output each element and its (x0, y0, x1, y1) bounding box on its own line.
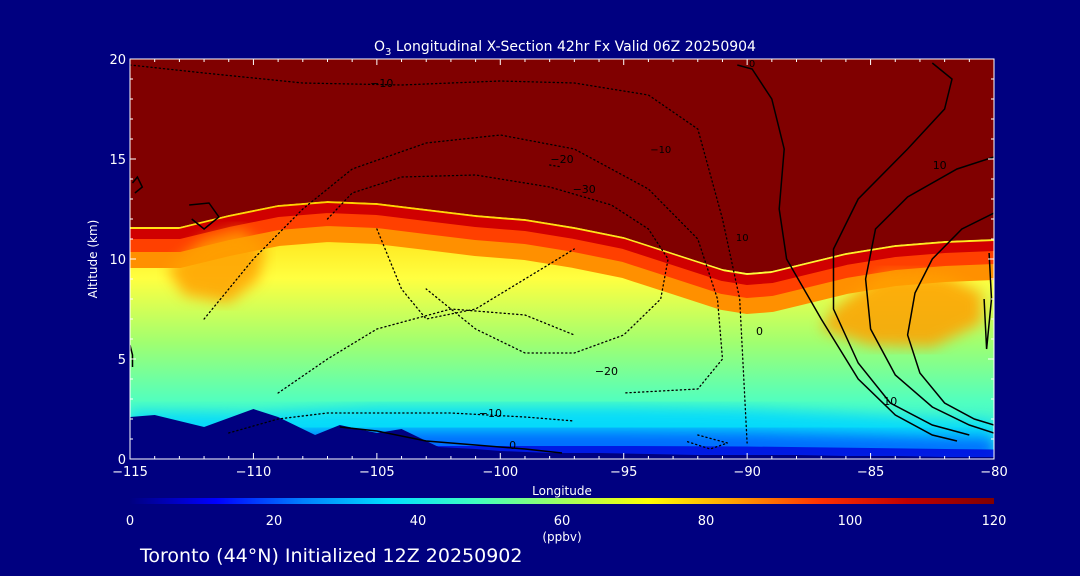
x-tick-label: −90 (733, 465, 760, 480)
contour-label: 0 (509, 439, 516, 452)
colorbar-tick-label: 60 (554, 514, 571, 529)
y-tick-label: 15 (109, 153, 126, 168)
terrain (130, 409, 994, 459)
y-tick-label: 0 (118, 453, 126, 468)
tropopause-bands (130, 202, 994, 315)
contour-label: 10 (933, 159, 947, 172)
high-ozone-patch (821, 273, 982, 347)
colorbar-unit: (ppbv) (542, 530, 581, 544)
colorbar-tick-label: 100 (838, 514, 863, 529)
colorbar-tick-label: 40 (410, 514, 427, 529)
contour-neg30 (326, 174, 669, 354)
y-axis-label: Altitude (km) (86, 220, 100, 299)
contour-loop (131, 175, 144, 194)
x-axis: −115 −110 −105 −100 −95 −90 −85 −80 (112, 59, 1008, 480)
colorbar (130, 498, 994, 504)
contour-lines: −10 −10 −20 −20 −30 0 0 10 10 −10 10 0 (130, 59, 994, 454)
contour-0 (339, 426, 563, 454)
contour-label: 0 (749, 59, 755, 70)
colorbar-tick-label: 0 (126, 514, 134, 529)
contour-label: 10 (736, 233, 749, 244)
x-tick-label: −115 (112, 465, 148, 480)
contour-label: −10 (650, 145, 671, 156)
contour-label: 0 (756, 325, 763, 338)
colorbar-tick-label: 80 (698, 514, 715, 529)
tropopause-band (130, 211, 994, 299)
x-tick-label: −100 (482, 465, 518, 480)
contour-neg20 (203, 134, 724, 394)
contour-label: −10 (370, 77, 393, 90)
contour-neg20 (277, 308, 575, 394)
contour-label: 10 (883, 395, 897, 408)
x-axis-label: Longitude (532, 484, 592, 498)
contour-loop (130, 344, 134, 367)
high-ozone-patch (167, 229, 266, 303)
contour-label: −20 (595, 365, 618, 378)
x-tick-label: −80 (980, 465, 1007, 480)
colorbar-tick-label: 20 (266, 514, 283, 529)
tropopause-band (130, 202, 994, 286)
contour-10 (864, 156, 994, 434)
x-tick-label: −95 (610, 465, 637, 480)
x-tick-label: −85 (857, 465, 884, 480)
plot-area: −10 −10 −20 −20 −30 0 0 10 10 −10 10 0 (130, 59, 994, 459)
contour-neg10 (130, 64, 748, 444)
contour-10 (832, 62, 970, 436)
contour-label: −20 (550, 153, 573, 166)
x-tick-label: −110 (236, 465, 272, 480)
troposphere-fill (130, 201, 994, 459)
contour-loop (189, 202, 220, 230)
contour-neg30 (376, 228, 575, 320)
chart-title: O3 Longitudinal X-Section 42hr Fx Valid … (374, 39, 756, 58)
tropopause-band (130, 223, 994, 315)
contour-loop (983, 252, 993, 350)
colorbar-tick-label: 120 (982, 514, 1007, 529)
contour-neg10 (228, 412, 575, 434)
y-tick-label: 5 (118, 353, 126, 368)
y-tick-label: 20 (109, 53, 126, 68)
footer-text: Toronto (44°N) Initialized 12Z 20250902 (139, 545, 523, 567)
contour-20 (906, 212, 994, 426)
contour-0 (737, 64, 958, 442)
contour-label: −10 (479, 407, 502, 420)
contour-label: −30 (573, 183, 596, 196)
stratosphere-cap (130, 59, 994, 273)
colorbar-ticks: 0 20 40 60 80 100 120 (126, 514, 1007, 529)
y-axis: 0 5 10 15 20 (109, 53, 994, 468)
x-tick-label: −105 (359, 465, 395, 480)
y-tick-label: 10 (109, 253, 126, 268)
